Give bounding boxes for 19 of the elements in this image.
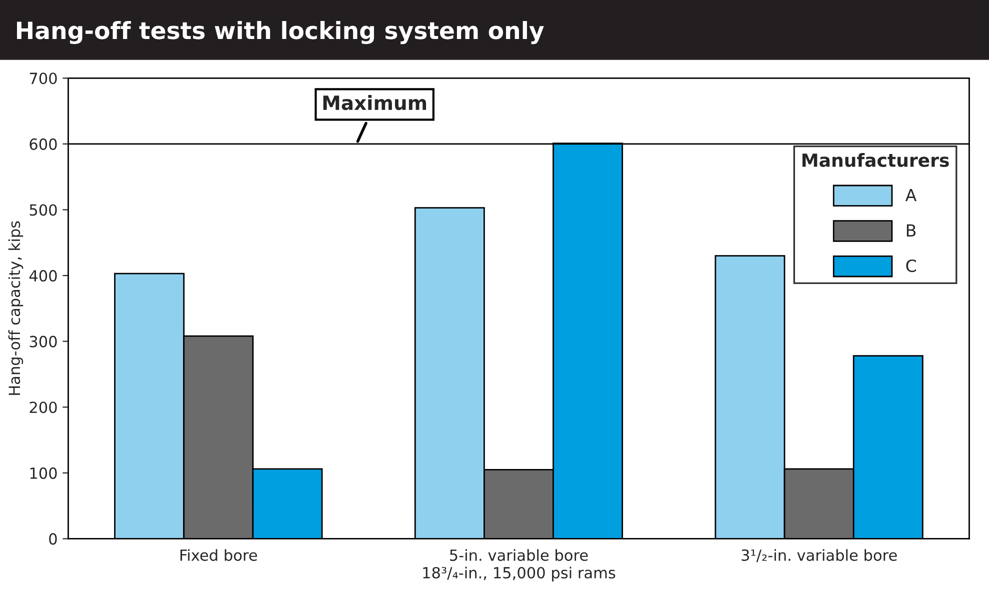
y-tick-label: 0 <box>49 533 57 545</box>
y-tick-label: 400 <box>29 270 57 282</box>
y-axis-title: Hang-off capacity, kips <box>8 221 24 395</box>
x-tick-label: Fixed bore <box>180 549 257 561</box>
y-tick-label: 200 <box>30 402 57 414</box>
ref-line-label: Maximum <box>323 95 426 110</box>
y-tick-label: 500 <box>30 204 57 216</box>
x-tick-label: 5-in. variable bore <box>450 549 588 561</box>
chart-title: Hang-off tests with locking system only <box>17 21 544 44</box>
y-tick-label: 300 <box>30 336 57 348</box>
legend-label: C <box>906 259 916 272</box>
legend-label: B <box>906 224 916 236</box>
legend-title: Manufacturers <box>802 153 949 167</box>
x-axis-title: 18³/₄-in., 15,000 psi rams <box>423 566 616 582</box>
y-tick-label: 700 <box>30 72 57 84</box>
y-tick-label: 100 <box>30 467 57 479</box>
legend-label: A <box>905 189 917 202</box>
y-tick-label: 600 <box>30 138 57 150</box>
x-tick-label: 3¹/₂-in. variable bore <box>742 549 897 562</box>
